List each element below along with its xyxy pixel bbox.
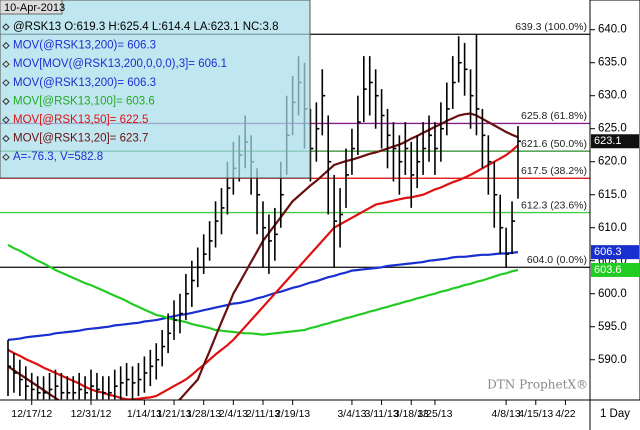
- x-tick-label: 3/4/13: [337, 408, 366, 420]
- legend-row: MOV[@RSK13,50]= 622.5: [13, 114, 148, 126]
- x-tick-label: 2/19/13: [275, 408, 310, 420]
- legend-row: MOV(@RSK13,200)= 606.3: [13, 40, 156, 52]
- legend-icon: [2, 41, 10, 50]
- x-tick-label: 4/22: [555, 408, 576, 420]
- price-badge-label: 623.1: [594, 135, 622, 147]
- legend-row: @RSK13 O:619.3 H:625.4 L:614.4 LA:623.1 …: [13, 21, 278, 33]
- x-tick-label: 2/11/13: [246, 408, 280, 420]
- moving-average-line: [7, 251, 519, 341]
- legend-row: MOV(@RSK13,200)= 606.3: [13, 77, 156, 89]
- x-tick-label: 1/21/13: [157, 408, 192, 420]
- price-badge-label: 606.3: [594, 246, 622, 258]
- y-tick-label: 615.0: [598, 189, 627, 201]
- y-tick-label: 630.0: [598, 90, 627, 102]
- legend-box: [0, 0, 311, 179]
- level-label: 604.0 (0.0%): [527, 254, 587, 266]
- x-tick-label: 12/17/12: [11, 408, 52, 420]
- legend-date: 10-Apr-2013: [4, 2, 65, 14]
- legend-row: MOV[MOV(@RSK13,200,0,0,0),3]= 606.1: [13, 58, 227, 70]
- y-tick-label: 620.0: [598, 156, 627, 168]
- watermark: DTN ProphetX®: [487, 378, 588, 392]
- y-tick-label: 610.0: [598, 222, 627, 234]
- y-tick-label: 635.0: [598, 57, 627, 69]
- y-tick-label: 590.0: [598, 354, 627, 366]
- x-tick-label: 1/14/13: [127, 408, 162, 420]
- price-badge: [591, 134, 639, 149]
- x-tick-label: 4/15/13: [518, 408, 553, 420]
- level-label: 617.5 (38.2%): [521, 165, 587, 177]
- x-tick-label: 12/31/12: [71, 408, 112, 420]
- legend-icon: [2, 134, 10, 143]
- y-tick-label: 595.0: [598, 321, 627, 333]
- period-label: 1 Day: [600, 408, 630, 420]
- legend-icon: [2, 153, 10, 161]
- price-axis: [589, 0, 640, 401]
- legend-icon: [2, 23, 10, 31]
- legend-row: MOV[@RSK13,20]= 623.7: [13, 133, 148, 145]
- level-label: 625.8 (61.8%): [521, 110, 587, 122]
- date-box: [0, 0, 63, 15]
- legend-icon: [2, 116, 10, 124]
- legend-icon: [2, 97, 10, 106]
- legend-icon: [2, 79, 10, 87]
- legend-row: A=-76.3, V=582.8: [13, 151, 103, 163]
- legend: 10-Apr-2013 @RSK13 O:619.3 H:625.4 L:614…: [0, 0, 311, 179]
- x-tick-label: 3/25/13: [417, 408, 452, 420]
- x-tick-label: 1/28/13: [186, 408, 221, 420]
- x-tick-label: 3/11/13: [364, 408, 398, 420]
- moving-average-line: [7, 144, 519, 400]
- x-tick-label: 3/18/13: [394, 408, 429, 420]
- price-badge-label: 603.6: [594, 264, 622, 276]
- y-tick-label: 625.0: [598, 123, 627, 135]
- x-tick-label: 4/8/13: [492, 408, 521, 420]
- legend-icon: [2, 60, 10, 68]
- plot-area: 639.3 (100.0%) 625.8 (61.8%) 621.6 (50.0%)…: [0, 20, 590, 400]
- x-tick-label: 2/4/13: [219, 408, 248, 420]
- level-label: 621.6 (50.0%): [521, 138, 587, 150]
- y-tick-label: 640.0: [598, 24, 627, 36]
- price-badge: [591, 245, 639, 260]
- moving-average-line: [7, 243, 519, 336]
- legend-row: MOV[@RSK13,100]= 603.6: [13, 95, 155, 107]
- y-tick-label: 600.0: [598, 288, 627, 300]
- level-label: 612.3 (23.6%): [521, 199, 587, 211]
- level-label: 639.3 (100.0%): [515, 21, 587, 33]
- price-badge: [591, 262, 639, 277]
